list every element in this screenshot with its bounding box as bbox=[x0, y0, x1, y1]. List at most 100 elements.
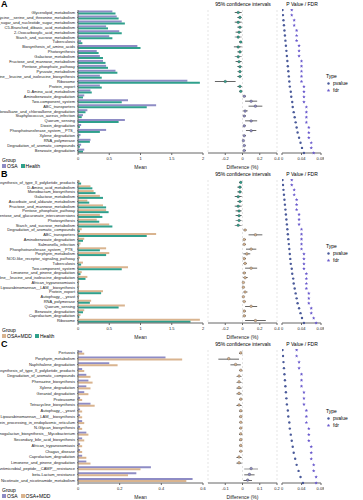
svg-text:Proteasome: Proteasome bbox=[53, 397, 75, 402]
svg-text:Pentose_phosphate_pathway: Pentose_phosphate_pathway bbox=[22, 64, 75, 70]
html-text:OSA: OSA bbox=[7, 163, 18, 169]
svg-text:Ribosome: Ribosome bbox=[57, 318, 76, 323]
svg-text:Cationic_antimicrobial_peptide: Cationic_antimicrobial_peptide__CAMP__re… bbox=[8, 466, 76, 471]
svg-text:0.08: 0.08 bbox=[317, 486, 324, 491]
svg-text:Aminobenzoate_degradation: Aminobenzoate_degradation bbox=[23, 93, 75, 99]
svg-text:0.2: 0.2 bbox=[257, 326, 263, 331]
svg-text:Dioxin_degradation: Dioxin_degradation bbox=[40, 123, 75, 129]
svg-text:beta-Lactam_resistance: beta-Lactam_resistance bbox=[32, 472, 75, 477]
svg-text:Limonene_and_pinene_degradatio: Limonene_and_pinene_degradation bbox=[11, 460, 75, 465]
html-text:P Value / FDR: P Value / FDR bbox=[286, 1, 318, 7]
svg-text:0: 0 bbox=[77, 486, 80, 491]
svg-text:Degradation_of_aromatic_compou: Degradation_of_aromatic_compounds bbox=[8, 373, 75, 378]
html-text:A: A bbox=[1, 0, 8, 9]
svg-text:0: 0 bbox=[77, 326, 80, 331]
svg-text:0.08: 0.08 bbox=[317, 156, 324, 161]
svg-text:0.04: 0.04 bbox=[298, 326, 307, 331]
svg-text:1: 1 bbox=[139, 326, 142, 331]
svg-text:0: 0 bbox=[241, 326, 244, 331]
html-text:95% confidence intervals: 95% confidence intervals bbox=[215, 171, 271, 177]
svg-text:0: 0 bbox=[281, 326, 284, 331]
svg-text:Arabinogalactan_biosynthesis__: Arabinogalactan_biosynthesis__Mycobacter… bbox=[8, 431, 76, 436]
html-text:95% confidence intervals: 95% confidence intervals bbox=[215, 1, 271, 7]
svg-text:0.4: 0.4 bbox=[159, 486, 165, 491]
svg-text:0.5: 0.5 bbox=[106, 326, 112, 331]
html-text:fdr: fdr bbox=[333, 87, 339, 93]
svg-text:-0.1: -0.1 bbox=[222, 486, 230, 491]
svg-text:Porphyrin_metabolism: Porphyrin_metabolism bbox=[35, 356, 75, 361]
svg-text:Tuberculosis: Tuberculosis bbox=[52, 39, 75, 45]
svg-text:Geraniol_degradation: Geraniol_degradation bbox=[37, 391, 75, 396]
svg-text:0.04: 0.04 bbox=[298, 156, 307, 161]
svg-text:Phosphotransferase_system__PTS: Phosphotransferase_system__PTS_ bbox=[9, 128, 75, 134]
svg-text:0: 0 bbox=[77, 156, 80, 161]
svg-text:Autophagy_-_yeast: Autophagy_-_yeast bbox=[41, 408, 76, 413]
svg-text:0.4: 0.4 bbox=[274, 326, 280, 331]
svg-text:0.6: 0.6 bbox=[200, 486, 206, 491]
svg-text:Staphylococcus_aureus_infectio: Staphylococcus_aureus_infection bbox=[15, 113, 75, 119]
svg-text:2: 2 bbox=[202, 156, 205, 161]
svg-text:0.2: 0.2 bbox=[117, 486, 123, 491]
svg-text:0: 0 bbox=[241, 156, 244, 161]
svg-text:-0.2: -0.2 bbox=[222, 156, 230, 161]
svg-text:Photosynthesis: Photosynthesis bbox=[47, 49, 75, 55]
html-text:B: B bbox=[1, 169, 8, 179]
svg-text:Difference (%): Difference (%) bbox=[227, 164, 259, 170]
svg-text:Ribosome: Ribosome bbox=[57, 78, 75, 84]
svg-text:0.08: 0.08 bbox=[317, 326, 324, 331]
svg-text:2: 2 bbox=[202, 326, 205, 331]
html-text:Group: Group bbox=[2, 157, 16, 163]
svg-text:Pertussis: Pertussis bbox=[59, 350, 75, 355]
svg-text:RNA_polymerase: RNA_polymerase bbox=[43, 138, 75, 144]
svg-text:Pyruvate_metabolism: Pyruvate_metabolism bbox=[36, 69, 75, 75]
svg-text:African_trypanosomiasis: African_trypanosomiasis bbox=[31, 443, 75, 448]
svg-text:2-Oxocarboxylic_acid_metabolis: 2-Oxocarboxylic_acid_metabolism bbox=[14, 29, 75, 35]
html-text:C: C bbox=[1, 339, 8, 349]
svg-text:0.2: 0.2 bbox=[257, 156, 263, 161]
svg-text:0: 0 bbox=[241, 486, 244, 491]
svg-text:Starch_and_sucrose_metabolism: Starch_and_sucrose_metabolism bbox=[15, 34, 75, 40]
svg-text:Xylene_degradation: Xylene_degradation bbox=[39, 385, 75, 390]
svg-text:Lipoarabinomannan__LAM__biosyn: Lipoarabinomannan__LAM__biosynthesis bbox=[8, 414, 75, 419]
svg-text:Secondary_bile_acid_biosynthes: Secondary_bile_acid_biosynthesis bbox=[14, 437, 75, 442]
svg-text:Protein_export: Protein_export bbox=[49, 83, 75, 89]
svg-text:1: 1 bbox=[139, 156, 142, 161]
svg-text:1.5: 1.5 bbox=[169, 156, 175, 161]
html-text:Type: Type bbox=[326, 73, 337, 79]
svg-text:0: 0 bbox=[281, 486, 284, 491]
svg-text:Caprolactam_degradation: Caprolactam_degradation bbox=[29, 454, 75, 459]
svg-text:Biosynthesis_of_type_II_polyke: Biosynthesis_of_type_II_polyketide_produ… bbox=[8, 368, 75, 373]
svg-text:Galactose_metabolism: Galactose_metabolism bbox=[34, 54, 75, 60]
svg-text:Phenazine_biosynthesis: Phenazine_biosynthesis bbox=[32, 379, 75, 384]
svg-text:D-Amino_acid_metabolism: D-Amino_acid_metabolism bbox=[27, 88, 75, 94]
html-text:Health: Health bbox=[25, 163, 40, 169]
svg-text:1.5: 1.5 bbox=[169, 326, 175, 331]
svg-text:Protein_processing_in_endoplas: Protein_processing_in_endoplasmic_reticu… bbox=[8, 420, 76, 425]
svg-text:ABC_transporters: ABC_transporters bbox=[43, 103, 75, 109]
svg-text:Biosynthesis_of_amino_acids: Biosynthesis_of_amino_acids bbox=[22, 44, 75, 50]
svg-text:Difference (%): Difference (%) bbox=[227, 494, 259, 500]
svg-text:Two-component_system: Two-component_system bbox=[31, 98, 75, 104]
svg-text:Tetracycline_biosynthesis: Tetracycline_biosynthesis bbox=[30, 402, 75, 407]
svg-text:Mean: Mean bbox=[134, 494, 147, 500]
svg-text:0.4: 0.4 bbox=[274, 156, 280, 161]
svg-text:0.5: 0.5 bbox=[106, 156, 112, 161]
svg-text:0.2: 0.2 bbox=[274, 486, 280, 491]
svg-text:Naphthalene_degradation: Naphthalene_degradation bbox=[29, 362, 75, 367]
svg-text:Xylene_degradation: Xylene_degradation bbox=[39, 133, 75, 139]
svg-text:Fructose_and_mannose_metabolis: Fructose_and_mannose_metabolism bbox=[9, 59, 75, 65]
svg-text:0: 0 bbox=[281, 156, 284, 161]
svg-text:Glycerolipid_metabolism: Glycerolipid_metabolism bbox=[31, 9, 75, 15]
html-text:pvalue: pvalue bbox=[333, 80, 348, 86]
svg-text:Benzoate_degradation: Benzoate_degradation bbox=[35, 148, 75, 153]
svg-text:Quorum_sensing: Quorum_sensing bbox=[44, 118, 75, 124]
svg-text:-0.2: -0.2 bbox=[222, 326, 230, 331]
svg-text:Mean: Mean bbox=[134, 334, 147, 340]
svg-text:N-Glycan_biosynthesis: N-Glycan_biosynthesis bbox=[34, 425, 75, 430]
svg-text:Chagas_disease: Chagas_disease bbox=[45, 449, 76, 454]
svg-text:Nicotinate_and_nicotinamide_me: Nicotinate_and_nicotinamide_metabolism bbox=[8, 478, 76, 483]
svg-text:0.04: 0.04 bbox=[298, 486, 307, 491]
svg-text:0.1: 0.1 bbox=[257, 486, 263, 491]
svg-text:Difference (%): Difference (%) bbox=[227, 334, 259, 340]
svg-text:Mean: Mean bbox=[134, 164, 147, 170]
